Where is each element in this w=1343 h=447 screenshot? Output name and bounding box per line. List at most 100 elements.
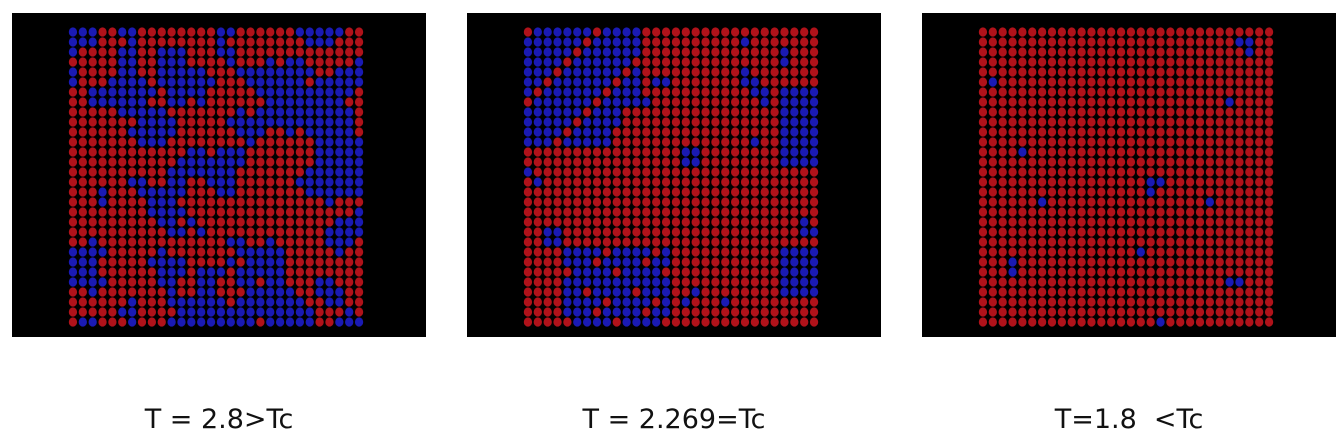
spin-up-site: [1255, 147, 1264, 157]
spin-up-site: [1067, 187, 1076, 197]
spin-up-site: [118, 207, 127, 217]
spin-up-site: [1215, 177, 1224, 187]
spin-up-site: [1116, 217, 1126, 227]
spin-down-site: [553, 27, 562, 37]
spin-down-site: [622, 267, 631, 277]
spin-down-site: [533, 137, 542, 147]
spin-up-site: [721, 307, 730, 317]
spin-down-site: [661, 307, 671, 317]
spin-down-site: [573, 27, 582, 37]
spin-up-site: [266, 177, 275, 187]
spin-up-site: [1245, 197, 1254, 207]
spin-up-site: [1156, 187, 1165, 197]
spin-down-site: [553, 117, 562, 127]
spin-up-site: [701, 287, 710, 297]
spin-up-site: [1028, 217, 1037, 227]
spin-down-site: [197, 77, 206, 87]
spin-down-site: [88, 37, 97, 47]
spin-up-site: [68, 97, 78, 107]
spin-up-site: [1264, 67, 1274, 77]
spin-up-site: [523, 267, 533, 277]
spin-up-site: [1047, 157, 1057, 167]
spin-up-site: [1087, 47, 1096, 57]
spin-up-site: [1156, 127, 1165, 137]
spin-down-site: [157, 107, 166, 117]
spin-up-site: [345, 57, 354, 67]
spin-up-site: [1185, 287, 1195, 297]
spin-up-site: [98, 257, 107, 267]
spin-up-site: [1215, 257, 1224, 267]
spin-down-site: [147, 137, 157, 147]
spin-up-site: [127, 187, 137, 197]
spin-up-site: [167, 37, 176, 47]
spin-up-site: [1028, 87, 1037, 97]
spin-up-site: [711, 187, 720, 197]
spin-up-site: [1235, 57, 1244, 67]
spin-down-site: [602, 287, 612, 297]
spin-down-site: [632, 47, 641, 57]
spin-up-site: [1047, 307, 1057, 317]
spin-down-site: [335, 297, 344, 307]
spin-up-site: [800, 197, 809, 207]
spin-up-site: [1245, 187, 1254, 197]
spin-down-site: [800, 277, 809, 287]
spin-down-site: [1008, 267, 1017, 277]
spin-up-site: [137, 147, 147, 157]
spin-up-site: [1215, 307, 1224, 317]
spin-up-site: [730, 307, 740, 317]
spin-up-site: [760, 227, 769, 237]
spin-up-site: [285, 147, 295, 157]
spin-up-site: [691, 137, 700, 147]
spin-up-site: [642, 207, 651, 217]
spin-down-site: [582, 97, 592, 107]
spin-up-site: [800, 297, 809, 307]
spin-up-site: [701, 167, 710, 177]
spin-up-site: [256, 147, 265, 157]
spin-up-site: [1037, 117, 1047, 127]
spin-up-site: [1057, 147, 1067, 157]
spin-up-site: [553, 247, 562, 257]
spin-up-site: [533, 217, 542, 227]
spin-up-site: [642, 67, 651, 77]
spin-down-site: [88, 317, 97, 327]
spin-down-site: [582, 317, 592, 327]
spin-up-site: [642, 187, 651, 197]
spin-up-site: [1116, 187, 1126, 197]
spin-up-site: [988, 67, 997, 77]
spin-up-site: [266, 37, 275, 47]
spin-up-site: [226, 197, 235, 207]
spin-down-site: [1245, 37, 1254, 47]
spin-up-site: [553, 137, 562, 147]
spin-up-site: [691, 67, 700, 77]
spin-up-site: [256, 277, 265, 287]
spin-up-site: [1264, 37, 1274, 47]
spin-up-site: [1126, 127, 1136, 137]
spin-down-site: [602, 127, 612, 137]
spin-up-site: [1215, 67, 1224, 77]
spin-down-site: [582, 67, 592, 77]
spin-up-site: [1245, 147, 1254, 157]
spin-down-site: [118, 97, 127, 107]
spin-up-site: [622, 137, 631, 147]
spin-up-site: [108, 237, 117, 247]
spin-up-site: [1077, 127, 1086, 137]
spin-up-site: [988, 57, 997, 67]
spin-up-site: [226, 137, 235, 147]
spin-up-site: [612, 187, 621, 197]
spin-down-site: [543, 87, 552, 97]
spin-down-site: [275, 87, 285, 97]
spin-up-site: [285, 177, 295, 187]
spin-down-site: [354, 227, 364, 237]
spin-down-site: [335, 317, 344, 327]
spin-up-site: [523, 297, 533, 307]
spin-up-site: [730, 177, 740, 187]
spin-up-site: [1245, 117, 1254, 127]
spin-up-site: [1097, 277, 1106, 287]
spin-up-site: [1018, 37, 1027, 47]
spin-up-site: [197, 217, 206, 227]
spin-up-site: [137, 167, 147, 177]
spin-up-site: [563, 167, 572, 177]
spin-up-site: [998, 117, 1007, 127]
spin-up-site: [701, 57, 710, 67]
spin-up-site: [68, 107, 78, 117]
